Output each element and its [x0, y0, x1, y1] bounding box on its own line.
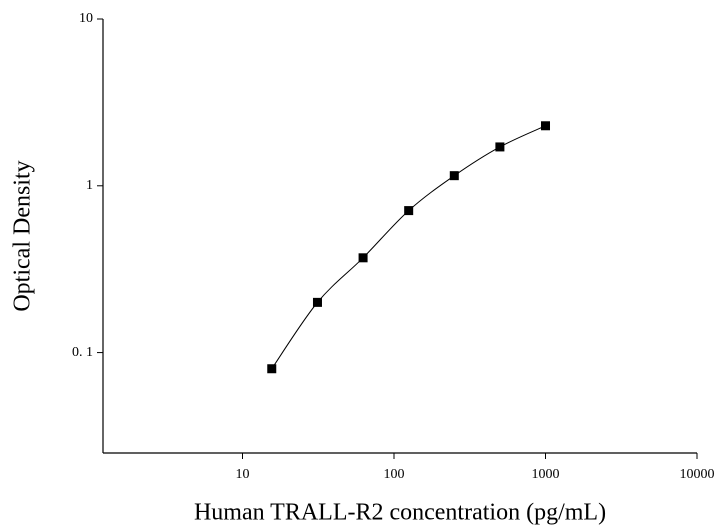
y-tick-label: 1: [86, 178, 93, 193]
point: [358, 253, 368, 263]
point: [449, 171, 459, 181]
x-tick-label: 100: [384, 467, 405, 482]
fit-curve: [271, 125, 546, 370]
y-axis-title: Optical Density: [10, 160, 36, 311]
x-tick-label: 10000: [680, 467, 715, 482]
point: [495, 142, 505, 152]
x-tick-label: 10: [236, 467, 250, 482]
x-tick-label: 1000: [532, 467, 560, 482]
point: [267, 364, 277, 374]
x-axis-title: Human TRALL-R2 concentration (pg/mL): [194, 500, 606, 526]
point: [404, 206, 414, 216]
point: [312, 297, 322, 307]
y-tick-label: 0. 1: [72, 345, 93, 360]
point: [541, 121, 551, 131]
y-tick-label: 10: [79, 11, 93, 26]
